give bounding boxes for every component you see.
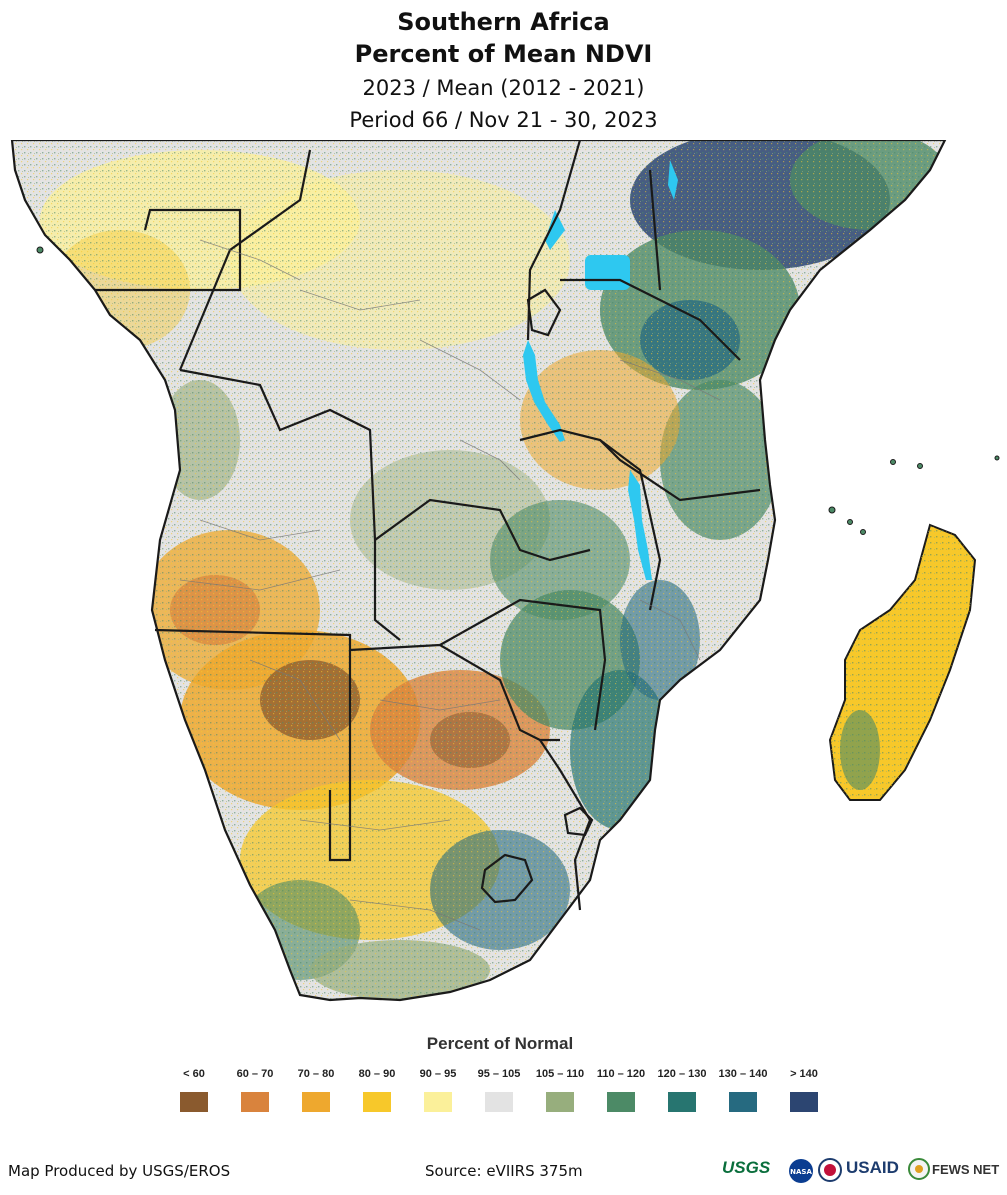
map-subtitle: Percent of Mean NDVI [354,40,653,68]
legend-label: 80 – 90 [358,1068,396,1080]
legend-label: 130 – 140 [718,1068,768,1080]
legend-swatch [180,1092,208,1112]
admin-boundaries [179,239,721,931]
legend-label: 70 – 80 [297,1068,335,1080]
legend-swatch [546,1092,574,1112]
madagascar [828,523,977,801]
legend-item: 90 – 95 [407,1068,469,1112]
legend-swatch [363,1092,391,1112]
legend-swatch [607,1092,635,1112]
legend-swatch [241,1092,269,1112]
legend-item: > 140 [773,1068,835,1112]
legend: < 60 60 – 70 70 – 80 80 – 90 90 – 95 95 – 105… [163,1068,843,1118]
legend-label: 105 – 110 [535,1068,585,1080]
legend-item: 60 – 70 [224,1068,286,1112]
partner-logos: USGS NASA USAID FEWS NET [722,1158,1002,1184]
legend-item: 120 – 130 [651,1068,713,1112]
usaid-logo: USAID [846,1158,899,1177]
lakes [523,160,678,580]
legend-item: 95 – 105 [468,1068,530,1112]
lesotho-border [480,853,534,904]
map-title: Southern Africa [397,8,610,36]
small-countries [480,288,594,904]
period-label: Period 66 / Nov 21 - 30, 2023 [349,108,658,132]
ndvi-fields [12,140,945,1000]
lake-turkana [668,160,678,200]
legend-label: < 60 [183,1068,205,1080]
legend-label: 60 – 70 [236,1068,274,1080]
lake-malawi [628,470,652,580]
usaid-seal-icon [818,1158,842,1184]
credit-text: Map Produced by USGS/EROS [8,1162,231,1180]
burundi-border [526,288,562,337]
lake-kivu [545,210,565,250]
ndvi-map [10,140,1000,1002]
legend-swatch [485,1092,513,1112]
eswatini-border [563,806,594,837]
legend-item: 110 – 120 [590,1068,652,1112]
legend-swatch [790,1092,818,1112]
legend-label: 90 – 95 [419,1068,457,1080]
comparison-label: 2023 / Mean (2012 - 2021) [362,76,645,100]
legend-swatch [424,1092,452,1112]
nasa-text: NASA [790,1168,812,1176]
legend-label: 120 – 130 [657,1068,707,1080]
islands [36,246,1000,535]
usgs-logo: USGS [722,1158,771,1177]
legend-item: 130 – 140 [712,1068,774,1112]
legend-swatch [729,1092,757,1112]
legend-swatch [668,1092,696,1112]
nasa-logo: NASA [788,1158,814,1184]
legend-item: < 60 [163,1068,225,1112]
map-titles: Southern Africa Percent of Mean NDVI 202… [0,6,1007,136]
lake-tanganyika [523,340,565,442]
legend-item: 105 – 110 [529,1068,591,1112]
source-text: Source: eVIIRS 375m [425,1162,583,1180]
legend-title: Percent of Normal [426,1034,574,1053]
legend-label: 95 – 105 [477,1068,521,1080]
legend-label: > 140 [790,1068,818,1080]
legend-label: 110 – 120 [596,1068,646,1080]
fewsnet-globe-icon [908,1158,930,1184]
legend-swatch [302,1092,330,1112]
legend-item: 80 – 90 [346,1068,408,1112]
legend-item: 70 – 80 [285,1068,347,1112]
lake-victoria [585,255,630,290]
fewsnet-logo: FEWS NET [932,1162,1000,1177]
country-borders [10,140,947,1002]
